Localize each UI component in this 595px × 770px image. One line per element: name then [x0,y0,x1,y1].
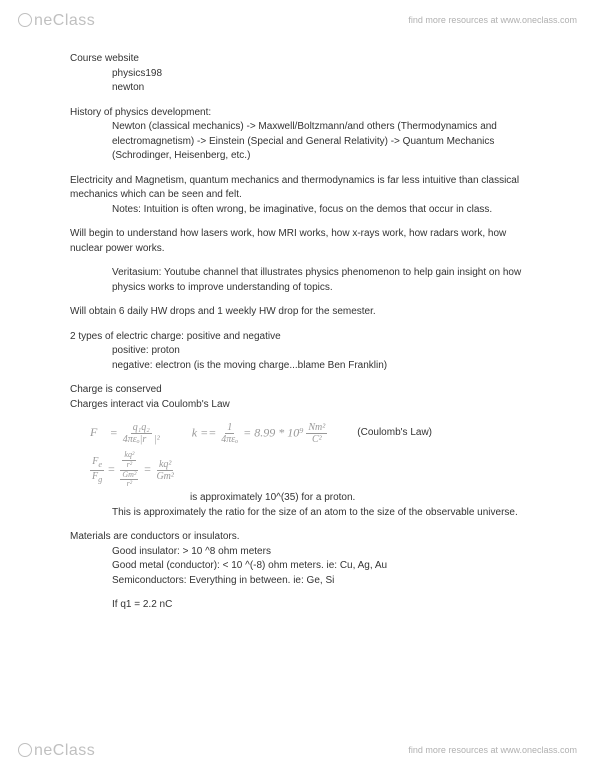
course-website-title: Course website [70,52,540,67]
semiconductors: Semiconductors: Everything in between. i… [70,574,540,589]
negative-charge: negative: electron (is the moving charge… [70,359,540,374]
good-conductor: Good metal (conductor): < 10 ^(-8) ohm m… [70,559,540,574]
page-header: ne Class find more resources at www.onec… [0,6,595,34]
charge-conserved: Charge is conserved [70,383,540,398]
history-block: History of physics development: Newton (… [70,106,540,164]
logo-text-one: ne [34,12,53,30]
ratio-formula-block: FeFg = kq²r² Gm²r² = kq²Gm² [90,451,540,489]
ratio-approx: is approximately 10^(35) for a proton. [70,491,540,506]
charge-types-block: 2 types of electric charge: positive and… [70,330,540,374]
history-chain: Newton (classical mechanics) -> Maxwell/… [70,120,540,164]
understanding-block: Will begin to understand how lasers work… [70,227,540,256]
course-keyword: newton [70,81,540,96]
hw-drops-block: Will obtain 6 daily HW drops and 1 weekl… [70,305,540,320]
page-footer: ne Class find more resources at www.onec… [0,736,595,764]
materials-title: Materials are conductors or insulators. [70,530,540,545]
header-resource-link[interactable]: find more resources at www.oneclass.com [408,15,577,25]
history-title: History of physics development: [70,106,540,121]
course-website-block: Course website physics198 newton [70,52,540,96]
footer-resource-link[interactable]: find more resources at www.oneclass.com [408,745,577,755]
q1-example: If q1 = 2.2 nC [70,598,540,613]
oneclass-logo-footer: ne Class [18,741,95,760]
em-intuition-text: Electricity and Magnetism, quantum mecha… [70,174,540,203]
charge-conserved-block: Charge is conserved Charges interact via… [70,383,540,412]
coulomb-intro: Charges interact via Coulomb's Law [70,398,540,413]
course-code: physics198 [70,67,540,82]
oneclass-logo: ne Class [18,11,95,30]
coulomb-label: (Coulomb's Law) [357,426,432,441]
ratio-explain: This is approximately the ratio for the … [70,506,540,521]
logo-circle-icon [18,13,32,27]
logo-text-class: Class [53,742,96,760]
good-insulator: Good insulator: > 10 ^8 ohm meters [70,545,540,560]
coulomb-force-formula: F⃗ = q₁q₂4πεₒ|r⃗|² [90,422,162,445]
coulomb-formula-row: F⃗ = q₁q₂4πεₒ|r⃗|² k == 14πεₒ = 8.99 * 1… [90,422,540,445]
positive-charge: positive: proton [70,344,540,359]
coulomb-constant-formula: k == 14πεₒ = 8.99 * 10⁹ Nm²C² [192,422,328,445]
veritasium-block: Veritasium: Youtube channel that illustr… [70,266,540,295]
logo-text-one: ne [34,742,53,760]
charge-types-title: 2 types of electric charge: positive and… [70,330,540,345]
logo-text-class: Class [53,12,96,30]
logo-circle-icon [18,743,32,757]
force-ratio-formula: FeFg = kq²r² Gm²r² = kq²Gm² [90,462,176,476]
em-intuition-block: Electricity and Magnetism, quantum mecha… [70,174,540,218]
intuition-note: Notes: Intuition is often wrong, be imag… [70,203,540,218]
document-content: Course website physics198 newton History… [70,52,540,623]
materials-block: Materials are conductors or insulators. … [70,530,540,588]
